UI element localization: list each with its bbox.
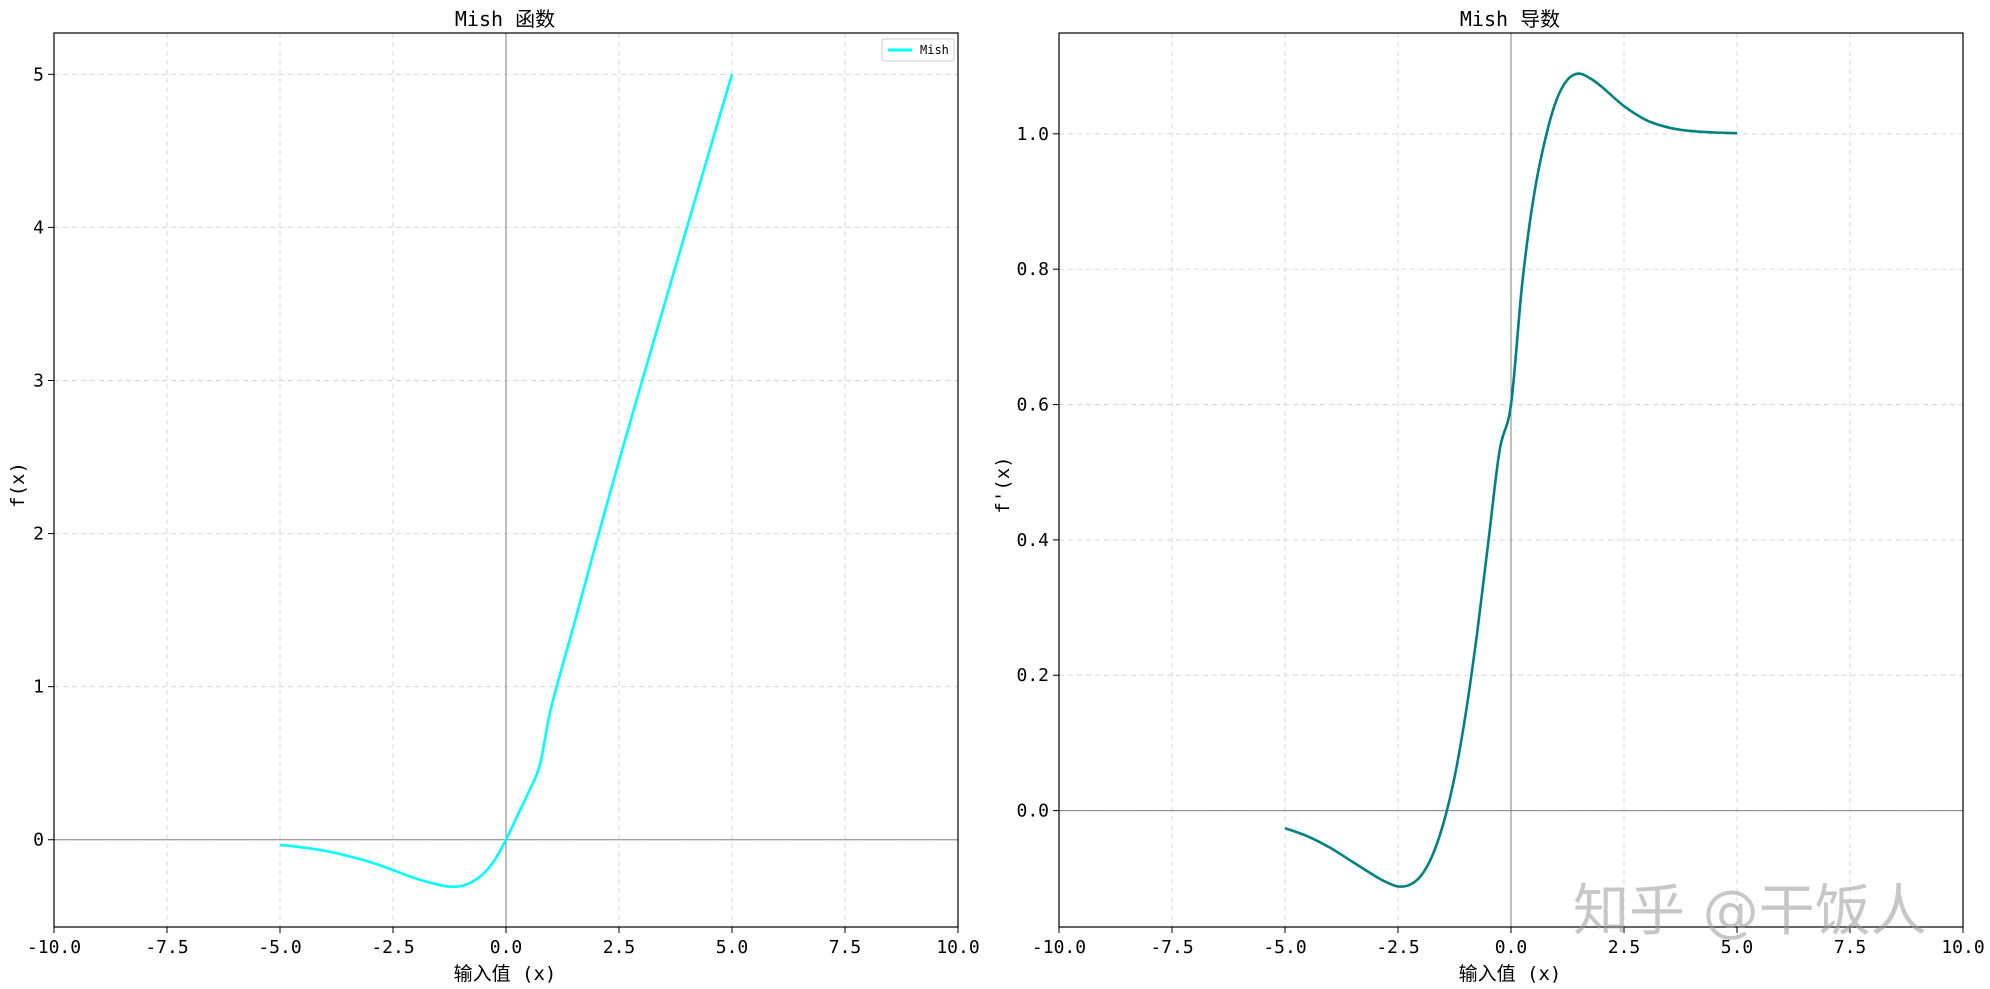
y-axis-label: f'(x) [992, 456, 1014, 513]
x-tick-label: -2.5 [371, 937, 414, 958]
series-line-mish [279, 73, 734, 889]
mish-derivative-panel: -10.0 -7.5 -5.0 -2.5 0.0 2.5 5.0 7.5 10.0 0.0 0.2 0… [992, 7, 1985, 985]
y-tick-label: 1.0 [1016, 124, 1049, 145]
x-tick-label: 10.0 [936, 937, 979, 958]
y-tick-label: 4 [33, 217, 44, 238]
legend-box [881, 38, 955, 62]
y-tick-label: 0 [33, 830, 44, 851]
axes-frame [1058, 32, 1964, 928]
x-tick-label: 5.0 [1721, 937, 1754, 958]
y-tick-label: 3 [33, 370, 44, 391]
y-tick-label: 1 [33, 677, 44, 698]
legend-entry-mish: Mish [920, 43, 949, 57]
x-tick-label: 5.0 [716, 937, 749, 958]
x-axis-label: 输入值 (x) [1459, 963, 1562, 985]
x-tick-label: 2.5 [603, 937, 636, 958]
series-line-mish-derivative [1284, 72, 1738, 888]
x-tick-label: 0.0 [1495, 937, 1528, 958]
x-tick-label: -2.5 [1376, 937, 1419, 958]
y-tick-label: 0.0 [1016, 801, 1049, 822]
plot-area: -10.0 -7.5 -5.0 -2.5 0.0 2.5 5.0 7.5 10.0 0 1 2 3 4 5 [27, 32, 980, 958]
chart-title: Mish 函数 [455, 7, 555, 31]
x-axis-label: 输入值 (x) [454, 963, 557, 985]
x-tick-label: 7.5 [1834, 937, 1867, 958]
x-tick-label: 0.0 [490, 937, 523, 958]
y-tick-label: 2 [33, 524, 44, 545]
x-tick-label: 7.5 [829, 937, 862, 958]
x-tick-label: 2.5 [1608, 937, 1641, 958]
watermark: 知乎 @干饭人 [1573, 879, 1927, 944]
x-tick-label: -7.5 [1150, 937, 1193, 958]
y-tick-label: 0.2 [1016, 665, 1049, 686]
x-tick-label: -5.0 [1263, 937, 1306, 958]
y-tick-label: 5 [33, 64, 44, 85]
y-axis-label: f(x) [7, 462, 29, 508]
plot-area: -10.0 -7.5 -5.0 -2.5 0.0 2.5 5.0 7.5 10.0 0.0 0.2 0… [1016, 32, 1985, 958]
y-tick-label: 0.8 [1016, 259, 1049, 280]
mish-function-panel: -10.0 -7.5 -5.0 -2.5 0.0 2.5 5.0 7.5 10.0012345 … [7, 7, 980, 985]
x-tick-label: -10.0 [27, 937, 81, 958]
axes-frame [53, 32, 959, 928]
chart-title: Mish 导数 [1460, 7, 1560, 31]
y-tick-label: 0.6 [1016, 395, 1049, 416]
y-tick-label: 0.4 [1016, 530, 1049, 551]
x-tick-label: -7.5 [145, 937, 188, 958]
x-tick-label: -10.0 [1032, 937, 1086, 958]
legend: Mish [881, 38, 955, 62]
x-tick-label: 10.0 [1941, 937, 1984, 958]
x-tick-label: -5.0 [258, 937, 301, 958]
